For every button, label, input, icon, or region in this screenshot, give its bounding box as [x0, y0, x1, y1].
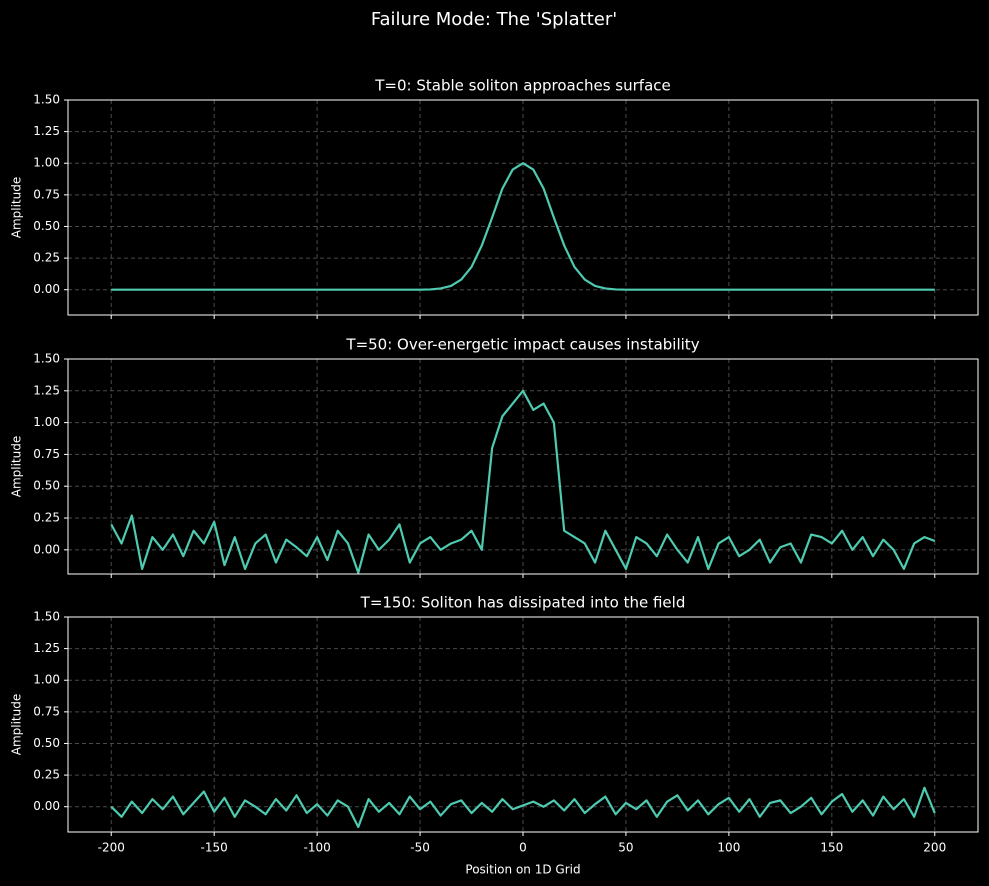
subplot-title: T=150: Soliton has dissipated into the f…	[360, 594, 686, 612]
y-tick-label: 1.25	[33, 641, 60, 655]
subplot-title: T=50: Over-energetic impact causes insta…	[345, 336, 699, 354]
x-tick-label: -100	[304, 841, 331, 855]
y-tick-label: 0.50	[33, 219, 60, 233]
y-tick-label: 0.00	[33, 542, 60, 556]
y-axis-label: Amplitude	[10, 694, 24, 756]
x-tick-label: 150	[820, 841, 843, 855]
y-tick-label: 0.25	[33, 251, 60, 265]
y-tick-label: 0.50	[33, 479, 60, 493]
x-tick-label: -50	[410, 841, 430, 855]
figure-title: Failure Mode: The 'Splatter'	[371, 9, 617, 30]
subplot-title: T=0: Stable soliton approaches surface	[374, 77, 670, 95]
y-tick-label: 0.00	[33, 799, 60, 813]
y-tick-label: 1.25	[33, 383, 60, 397]
y-tick-label: 1.00	[33, 156, 60, 170]
y-tick-label: 1.00	[33, 673, 60, 687]
plot-frame	[67, 358, 979, 575]
y-axis-label: Amplitude	[10, 177, 24, 239]
y-tick-label: 0.75	[33, 447, 60, 461]
y-tick-label: 0.75	[33, 704, 60, 718]
y-tick-label: 0.75	[33, 187, 60, 201]
data-line	[110, 786, 936, 829]
x-tick-label: 200	[923, 841, 946, 855]
plot-frame	[67, 99, 979, 316]
data-line	[110, 389, 936, 574]
y-tick-label: 0.50	[33, 736, 60, 750]
y-tick-label: 1.50	[33, 610, 60, 624]
y-axis-label: Amplitude	[10, 436, 24, 498]
y-tick-label: 1.00	[33, 415, 60, 429]
x-tick-label: -200	[98, 841, 125, 855]
x-tick-label: 50	[618, 841, 633, 855]
plot-frame	[67, 616, 979, 833]
x-tick-label: -150	[201, 841, 228, 855]
y-tick-label: 0.00	[33, 282, 60, 296]
x-axis-label: Position on 1D Grid	[465, 863, 580, 877]
x-tick-label: 100	[717, 841, 740, 855]
y-tick-label: 0.25	[33, 511, 60, 525]
x-tick-label: 0	[519, 841, 527, 855]
data-line	[111, 162, 935, 291]
y-tick-label: 0.25	[33, 768, 60, 782]
y-tick-label: 1.50	[33, 93, 60, 107]
y-tick-label: 1.50	[33, 352, 60, 366]
y-tick-label: 1.25	[33, 124, 60, 138]
